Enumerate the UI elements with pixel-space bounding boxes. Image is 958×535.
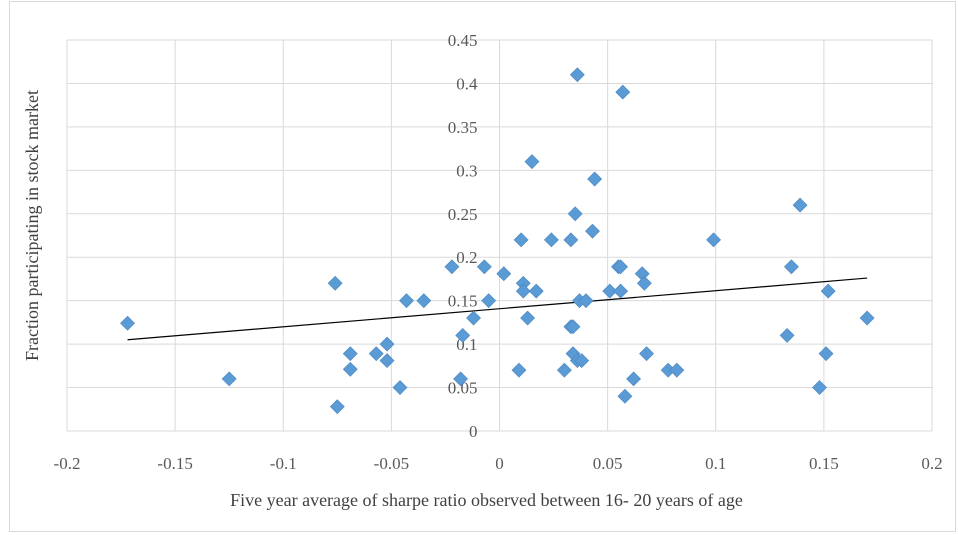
data-point-diamond (820, 283, 836, 299)
x-tick-label: -0.1 (270, 454, 297, 473)
data-point-diamond (511, 362, 527, 378)
data-point-diamond (342, 346, 358, 362)
y-tick-label: 0.4 (456, 74, 478, 93)
x-tick-label: -0.15 (157, 454, 192, 473)
data-point-diamond (574, 353, 590, 369)
data-point-diamond (565, 319, 581, 335)
data-point-diamond (613, 259, 629, 275)
data-point-diamond (578, 293, 594, 309)
x-tick-label: -0.2 (54, 454, 81, 473)
data-point-diamond (342, 361, 358, 377)
data-point-diamond (379, 353, 395, 369)
data-point-diamond (524, 154, 540, 170)
y-axis-title: Fraction participating in stock market (22, 90, 42, 361)
data-point-diamond (792, 197, 808, 213)
y-tick-label: 0.45 (448, 31, 478, 50)
x-tick-label: -0.05 (374, 454, 409, 473)
data-point-diamond (543, 232, 559, 248)
data-point-diamond (617, 388, 633, 404)
x-axis-title: Five year average of sharpe ratio observ… (230, 490, 743, 510)
data-points (120, 67, 875, 415)
data-point-diamond (563, 232, 579, 248)
linear-trendline (127, 277, 868, 341)
data-point-diamond (626, 371, 641, 387)
data-point-diamond (466, 310, 481, 326)
y-tick-label: 0.2 (456, 248, 477, 267)
x-tick-label: 0.05 (593, 454, 623, 473)
y-tick-label: 0.3 (456, 161, 477, 180)
data-point-diamond (636, 275, 652, 291)
data-point-diamond (481, 293, 497, 309)
data-point-diamond (859, 310, 875, 326)
data-point-diamond (515, 283, 531, 299)
data-point-diamond (556, 362, 572, 378)
data-point-diamond (392, 380, 408, 395)
data-point-diamond (569, 67, 585, 83)
data-point-diamond (587, 171, 603, 187)
tick-labels: 0 0.05 0.1 0.15 0.2 0.25 0.3 0.35 0.4 0.45 -0.2 -0.… (54, 31, 943, 473)
data-point-diamond (496, 266, 512, 282)
y-tick-label: 0.35 (448, 118, 478, 137)
x-tick-label: 0 (495, 454, 504, 473)
trendline-layer (127, 277, 868, 341)
data-point-diamond (567, 206, 583, 222)
data-point-diamond (513, 232, 529, 248)
data-point-diamond (453, 371, 468, 387)
data-point-diamond (444, 259, 460, 275)
data-point-diamond (327, 275, 343, 291)
y-tick-label: 0.05 (448, 379, 478, 398)
data-point-diamond (329, 399, 345, 415)
data-point-diamond (455, 327, 471, 343)
data-point-diamond (613, 283, 629, 299)
y-tick-label: 0.15 (448, 292, 478, 311)
data-point-diamond (585, 223, 600, 239)
data-point-diamond (784, 259, 799, 275)
data-point-diamond (818, 346, 834, 362)
y-tick-label: 0.25 (448, 205, 478, 224)
data-point-diamond (416, 293, 432, 309)
data-point-diamond (520, 310, 536, 326)
data-point-diamond (779, 327, 795, 343)
x-tick-label: 0.1 (705, 454, 726, 473)
data-point-diamond (639, 346, 654, 362)
data-point-diamond (602, 283, 618, 299)
data-point-diamond (528, 283, 544, 299)
data-point-diamond (615, 84, 631, 100)
data-point-diamond (706, 232, 722, 248)
gridlines (66, 39, 933, 432)
data-point-diamond (368, 346, 384, 362)
data-point-diamond (399, 293, 414, 309)
data-point-diamond (476, 259, 492, 275)
data-point-diamond (221, 371, 237, 387)
data-point-diamond (379, 336, 395, 352)
x-tick-label: 0.15 (809, 454, 839, 473)
data-point-diamond (812, 380, 827, 395)
data-point-diamond (669, 362, 685, 378)
y-tick-label: 0 (469, 422, 478, 441)
data-point-diamond (120, 315, 135, 331)
x-tick-label: 0.2 (921, 454, 942, 473)
